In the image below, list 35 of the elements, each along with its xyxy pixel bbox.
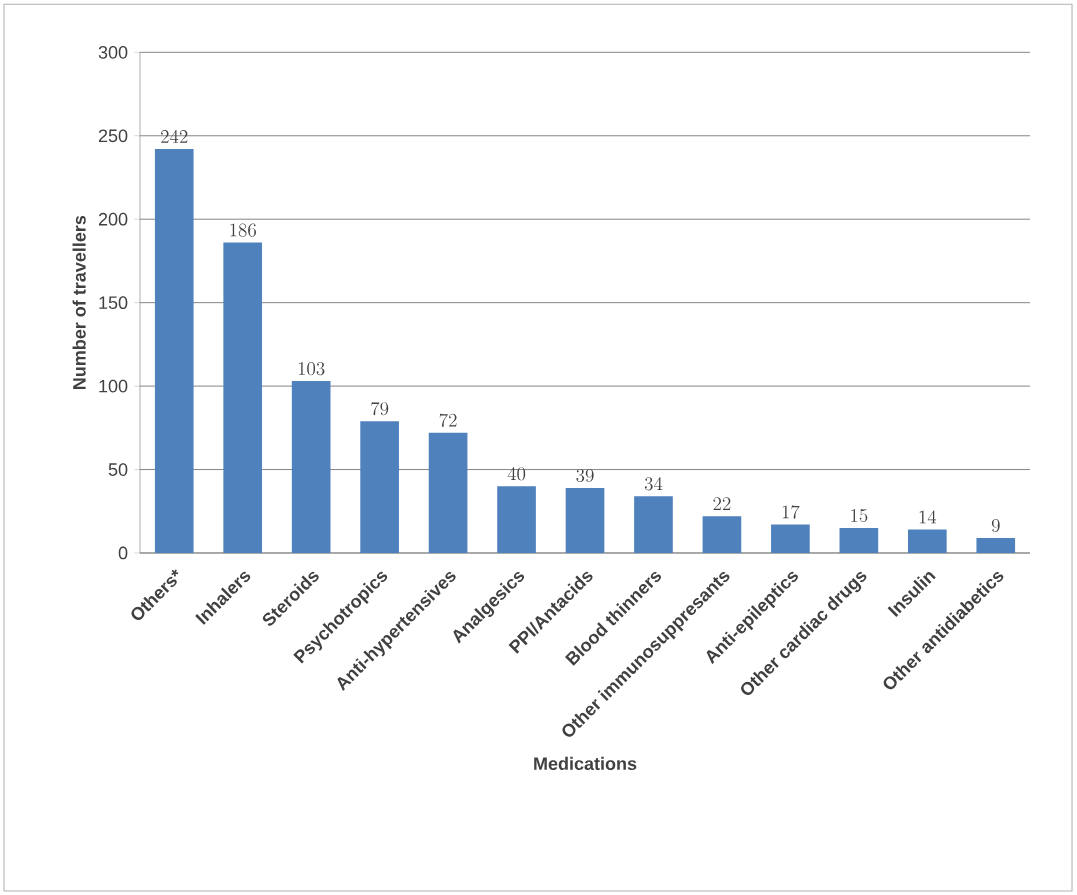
bar	[702, 516, 742, 553]
bar	[428, 432, 468, 553]
bar	[634, 496, 673, 553]
bar	[497, 486, 536, 553]
data-label: 39	[576, 468, 594, 483]
data-label: 17	[782, 505, 800, 519]
y-tick-label: 200	[98, 212, 128, 226]
y-tick-label: 100	[99, 379, 128, 393]
data-label: 9	[991, 518, 1000, 533]
y-tick-label: 50	[108, 463, 128, 476]
bar	[291, 381, 331, 553]
data-label: 242	[161, 129, 188, 143]
bar	[771, 524, 810, 553]
y-axis-title: Number of travellers	[72, 215, 86, 389]
y-tick-label: 0	[118, 546, 128, 560]
data-label: 72	[439, 413, 457, 427]
y-tick-label: 300	[98, 45, 128, 59]
data-label: 79	[371, 401, 389, 416]
bar	[839, 527, 879, 553]
data-label: 103	[298, 362, 325, 376]
data-label: 40	[507, 467, 526, 481]
data-label: 15	[851, 508, 868, 523]
x-axis-title: Medications	[534, 756, 637, 771]
y-tick-label: 150	[99, 296, 128, 310]
data-label: 186	[230, 223, 256, 237]
bar	[565, 487, 605, 553]
bar	[223, 242, 263, 553]
data-label: 34	[644, 477, 663, 491]
y-tick-label: 250	[98, 129, 128, 143]
bar	[360, 421, 399, 553]
bar	[154, 149, 194, 553]
data-label: 22	[713, 497, 731, 511]
data-label: 14	[919, 510, 937, 524]
bar	[976, 537, 1016, 553]
bar	[907, 529, 947, 553]
